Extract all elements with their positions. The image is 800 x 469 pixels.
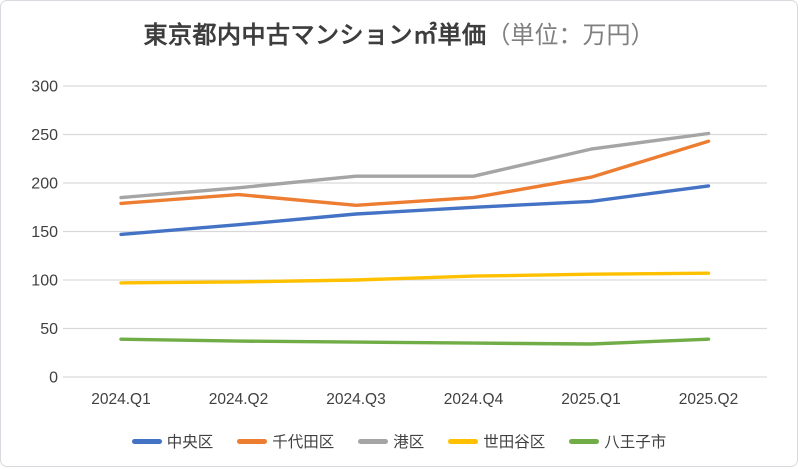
x-axis-label-2024.Q1: 2024.Q1 xyxy=(91,391,150,408)
y-tick-label-200: 200 xyxy=(31,176,58,193)
legend-item-0[interactable]: 中央区 xyxy=(131,430,214,452)
x-axis-label-2024.Q2: 2024.Q2 xyxy=(209,391,268,408)
chart-legend: 中央区 千代田区 港区 世田谷区 八王子市 xyxy=(1,430,797,452)
legend-label: 世田谷区 xyxy=(483,434,546,451)
series-line-4 xyxy=(119,337,711,346)
series-line-0 xyxy=(119,184,711,237)
series-line-2 xyxy=(119,131,711,200)
legend-swatch-icon xyxy=(358,438,389,444)
series-line-3 xyxy=(119,271,711,285)
legend-swatch-icon xyxy=(237,438,268,444)
legend-item-2[interactable]: 港区 xyxy=(358,430,424,452)
legend-swatch-icon xyxy=(448,438,479,444)
legend-item-3[interactable]: 世田谷区 xyxy=(448,430,545,452)
y-tick-label-250: 250 xyxy=(31,127,58,144)
x-axis-label-2025.Q1: 2025.Q1 xyxy=(561,391,620,408)
y-tick-label-150: 150 xyxy=(31,224,58,241)
x-axis-label-2024.Q4: 2024.Q4 xyxy=(444,391,504,408)
y-tick-label-100: 100 xyxy=(31,273,58,290)
legend-label: 中央区 xyxy=(166,434,214,451)
x-axis-label-2024.Q3: 2024.Q3 xyxy=(326,391,385,408)
legend-swatch-icon xyxy=(131,438,162,444)
chart-title: 東京都内中古マンション㎡単価（単位：万円） xyxy=(1,21,797,51)
legend-label: 八王子市 xyxy=(604,434,667,451)
y-tick-label-0: 0 xyxy=(49,370,58,387)
chart-title-unit: （単位：万円） xyxy=(486,22,655,49)
chart-title-main: 東京都内中古マンション㎡単価 xyxy=(143,22,487,49)
y-tick-label-50: 50 xyxy=(40,321,58,338)
legend-swatch-icon xyxy=(569,438,600,444)
legend-label: 港区 xyxy=(393,434,425,451)
legend-item-4[interactable]: 八王子市 xyxy=(569,430,666,452)
legend-label: 千代田区 xyxy=(272,434,335,451)
x-axis-label-2025.Q2: 2025.Q2 xyxy=(679,391,738,408)
series-line-1 xyxy=(119,139,711,208)
legend-item-1[interactable]: 千代田区 xyxy=(237,430,334,452)
y-tick-label-300: 300 xyxy=(31,79,58,96)
